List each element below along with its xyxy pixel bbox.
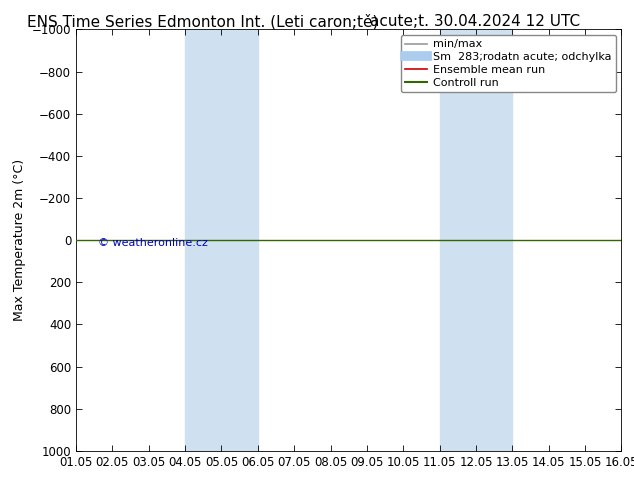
Bar [185, 29, 258, 451]
Text: © weatheronline.cz: © weatheronline.cz [98, 238, 208, 248]
Text: acute;t. 30.04.2024 12 UTC: acute;t. 30.04.2024 12 UTC [370, 14, 581, 29]
Y-axis label: Max Temperature 2m (°C): Max Temperature 2m (°C) [13, 159, 26, 321]
Legend: min/max, Sm  283;rodatn acute; odchylka, Ensemble mean run, Controll run: min/max, Sm 283;rodatn acute; odchylka, … [401, 35, 616, 92]
Text: ENS Time Series Edmonton Int. (Leti caron;tě): ENS Time Series Edmonton Int. (Leti caro… [27, 14, 378, 29]
Bar [439, 29, 512, 451]
